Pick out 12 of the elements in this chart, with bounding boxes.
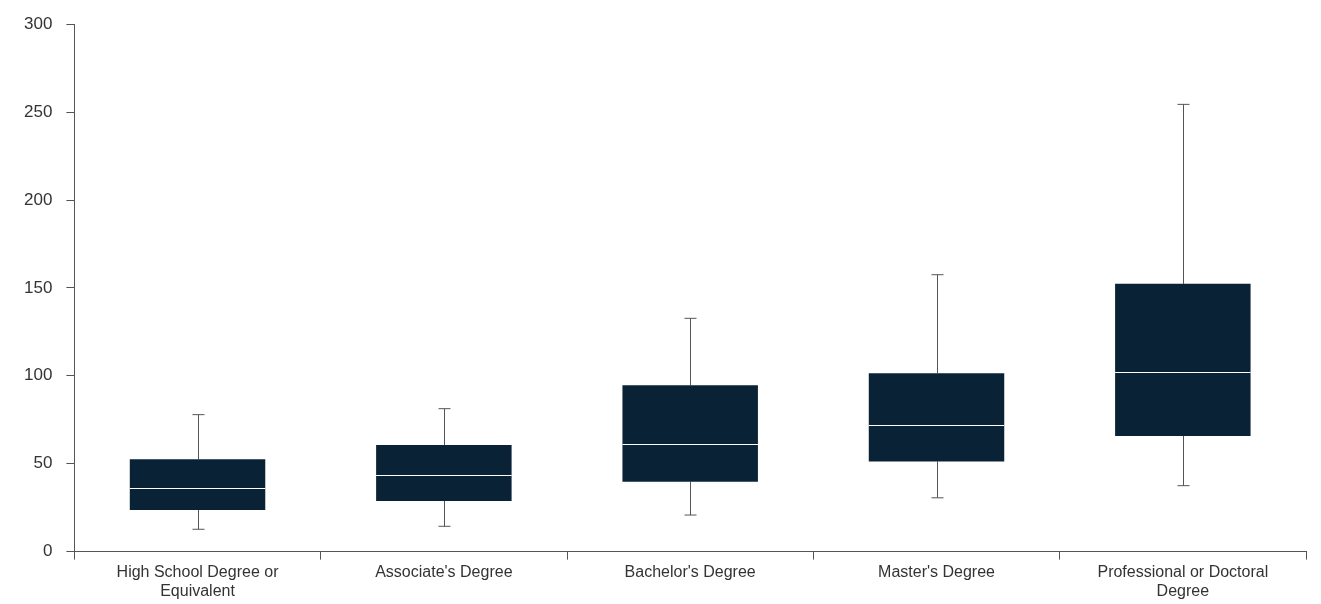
y-tick-label: 50 <box>33 453 53 473</box>
x-tick-label: Associate's Degree <box>375 562 513 580</box>
x-tick-label: Master's Degree <box>878 562 996 580</box>
y-tick-label: 200 <box>23 189 53 209</box>
x-tick-label: Professional or Doctoral Degree <box>1097 562 1269 599</box>
y-tick-label: 0 <box>42 541 53 561</box>
y-tick-label: 300 <box>23 13 53 33</box>
y-tick-label: 100 <box>23 365 53 385</box>
x-tick-label: High School Degree or Equivalent <box>116 562 280 599</box>
y-tick-label: 250 <box>23 101 53 121</box>
y-tick-label: 150 <box>23 277 53 297</box>
x-tick-label: Bachelor's Degree <box>624 562 756 580</box>
